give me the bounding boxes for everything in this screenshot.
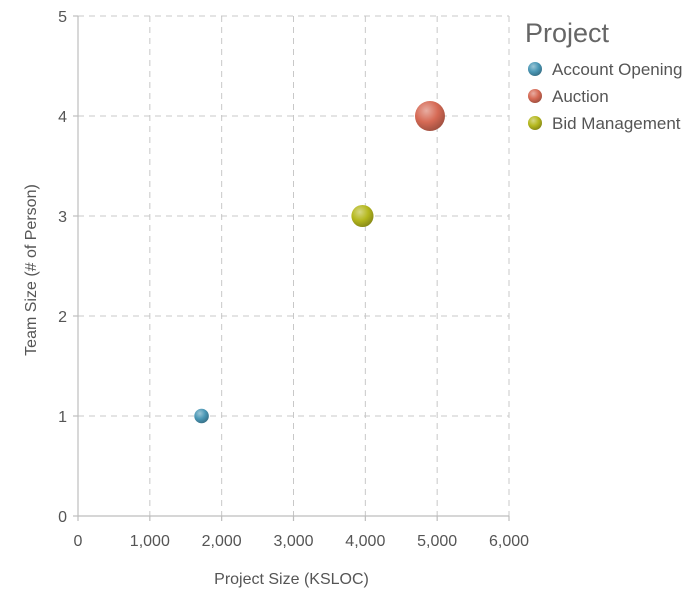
x-tick-label: 1,000: [130, 533, 170, 550]
grid: [78, 15, 510, 516]
x-axis-title: Project Size (KSLOC): [214, 571, 369, 588]
legend: Project Account Opening Auction Bid Manage…: [525, 18, 682, 133]
bubbles: [194, 101, 445, 424]
y-tick-label: 5: [58, 9, 67, 26]
y-tick-label: 2: [58, 309, 67, 326]
y-axis-ticks: 0 1 2 3 4 5: [58, 9, 78, 526]
bubble-auction: [414, 101, 445, 131]
legend-label: Bid Management: [552, 114, 681, 133]
legend-swatch: [528, 89, 542, 103]
axes: [77, 16, 509, 517]
legend-label: Account Opening: [552, 60, 682, 79]
x-axis-ticks: 0 1,000 2,000 3,000 4,000 5,000 6,000: [74, 516, 529, 550]
x-tick-label: 4,000: [345, 533, 385, 550]
x-tick-label: 5,000: [417, 533, 457, 550]
legend-swatch: [528, 116, 542, 130]
legend-title: Project: [525, 18, 610, 48]
bubble-bid-management: [351, 204, 374, 228]
bubble-account-opening: [194, 408, 209, 424]
y-tick-label: 0: [58, 509, 67, 526]
y-axis-title: Team Size (# of Person): [23, 184, 40, 356]
y-tick-label: 3: [58, 209, 67, 226]
y-tick-label: 4: [58, 109, 67, 126]
legend-swatch: [528, 62, 542, 76]
x-tick-label: 6,000: [489, 533, 529, 550]
x-tick-label: 3,000: [273, 533, 313, 550]
x-tick-label: 0: [74, 533, 83, 550]
y-tick-label: 1: [58, 409, 67, 426]
x-tick-label: 2,000: [202, 533, 242, 550]
legend-label: Auction: [552, 87, 609, 106]
